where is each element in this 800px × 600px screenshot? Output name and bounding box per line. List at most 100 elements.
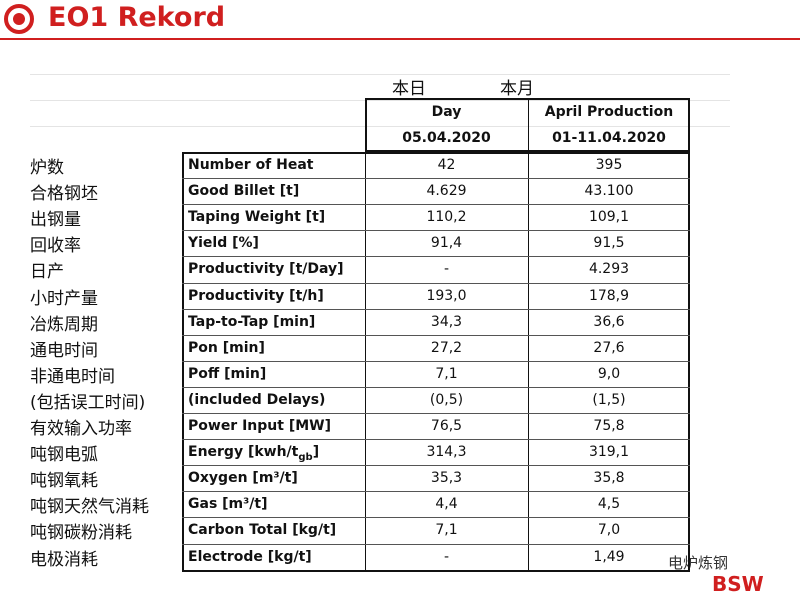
row-label: Gas [m³/t]	[188, 496, 268, 513]
row-line	[182, 386, 690, 388]
row-label: Number of Heat	[188, 157, 314, 173]
cn-label: 吨钢天然气消耗	[30, 497, 149, 518]
day-value: 76,5	[430, 418, 463, 434]
month-value: 395	[595, 157, 623, 173]
title: EO1 Rekord	[48, 2, 226, 33]
month-value: 36,6	[593, 313, 625, 330]
watermark-channel: 电炉炼钢	[668, 554, 729, 572]
day-value: 27,2	[430, 339, 463, 356]
month-value: 4,5	[597, 496, 621, 513]
row-line	[182, 491, 690, 493]
subscript: gb	[298, 451, 313, 463]
day-value: 4,4	[435, 496, 458, 513]
sheet-line	[30, 74, 730, 75]
row-label: (included Delays)	[188, 391, 326, 408]
cn-label: 日产	[30, 262, 64, 283]
day-value: -	[443, 261, 450, 278]
month-value: 75,8	[593, 418, 625, 434]
month-value: 4.293	[588, 261, 630, 278]
month-value: 35,8	[593, 470, 625, 487]
month-value: (1,5)	[592, 391, 626, 408]
cn-label: 小时产量	[30, 288, 98, 309]
header-box	[365, 98, 690, 152]
sheet-line	[30, 126, 730, 127]
day-value: 314,3	[426, 444, 467, 461]
cn-label: 有效输入功率	[30, 419, 132, 439]
row-line	[182, 439, 690, 441]
sheet-line	[30, 100, 730, 101]
day-value: 7,1	[435, 522, 458, 539]
row-label: Pon [min]	[188, 339, 265, 356]
day-value: 42	[437, 157, 456, 173]
cn-label: 回收率	[30, 236, 81, 257]
day-value: -	[443, 548, 450, 565]
cn-label: 出钢量	[30, 210, 81, 231]
month-value: 9,0	[597, 365, 621, 382]
col-header: 01-11.04.2020	[552, 130, 666, 146]
row-line	[182, 517, 690, 519]
day-value: 35,3	[430, 470, 463, 487]
cn-label: 合格钢坯	[30, 184, 98, 205]
row-line	[182, 308, 690, 310]
row-line	[182, 230, 690, 232]
row-line	[182, 204, 690, 206]
cn-header: 本日	[392, 79, 426, 99]
month-value: 27,6	[593, 339, 625, 356]
row-line	[182, 178, 690, 180]
cn-label: 通电时间	[30, 340, 98, 361]
cn-label: 吨钢电弧	[30, 445, 98, 466]
row-label: Yield [%]	[188, 235, 259, 252]
cn-label: 吨钢氧耗	[30, 471, 98, 492]
day-value: 193,0	[426, 287, 467, 304]
day-value: 7,1	[435, 365, 458, 382]
label-end: ]	[312, 444, 320, 461]
row-label: Productivity [t/h]	[188, 287, 324, 304]
row-line	[182, 543, 690, 545]
cn-header: 本月	[500, 79, 534, 99]
row-label: Poff [min]	[188, 365, 267, 382]
row-line	[182, 360, 690, 362]
row-label: Oxygen [m³/t]	[188, 470, 298, 487]
day-value: 4.629	[426, 183, 467, 200]
logo-ring	[4, 4, 34, 34]
cn-label: 炉数	[30, 158, 64, 178]
table-box	[182, 152, 690, 572]
month-value: 319,1	[588, 444, 630, 461]
row-line	[182, 256, 690, 258]
day-value: 34,3	[430, 313, 463, 330]
month-value: 7,0	[597, 522, 621, 539]
day-value: 110,2	[426, 209, 467, 226]
col-header: April Production	[544, 104, 674, 120]
row-label: Electrode [kg/t]	[188, 548, 312, 565]
col-header: Day	[431, 104, 462, 120]
month-value: 1,49	[593, 548, 625, 565]
row-line	[182, 282, 690, 284]
cn-label: 吨钢碳粉消耗	[30, 523, 132, 544]
cn-label: 冶炼周期	[30, 314, 98, 335]
title-rule	[0, 38, 800, 40]
watermark-logo: BSW	[712, 572, 764, 596]
day-value: 91,4	[430, 235, 463, 252]
day-value: (0,5)	[429, 391, 464, 408]
row-label: Good Billet [t]	[188, 183, 300, 200]
cn-label: 非通电时间	[30, 366, 115, 387]
month-value: 43.100	[584, 183, 634, 200]
col-header: 05.04.2020	[402, 130, 491, 146]
header-divider	[528, 98, 529, 152]
row-label: Carbon Total [kg/t]	[188, 522, 337, 539]
row-label: Power Input [MW]	[188, 418, 331, 434]
logo-dot	[13, 13, 25, 25]
row-label: Taping Weight [t]	[188, 209, 326, 226]
month-value: 109,1	[588, 209, 630, 226]
row-label: Productivity [t/Day]	[188, 261, 344, 278]
month-value: 91,5	[593, 235, 625, 252]
row-line	[182, 413, 690, 414]
cn-label: (包括误工时间)	[30, 392, 146, 413]
row-line	[182, 465, 690, 467]
row-label: Tap-to-Tap [min]	[188, 313, 316, 330]
row-line	[182, 334, 690, 336]
month-value: 178,9	[588, 287, 630, 304]
cn-label: 电极消耗	[30, 549, 98, 570]
row-label: Energy [kwh/tgb]	[188, 444, 320, 463]
